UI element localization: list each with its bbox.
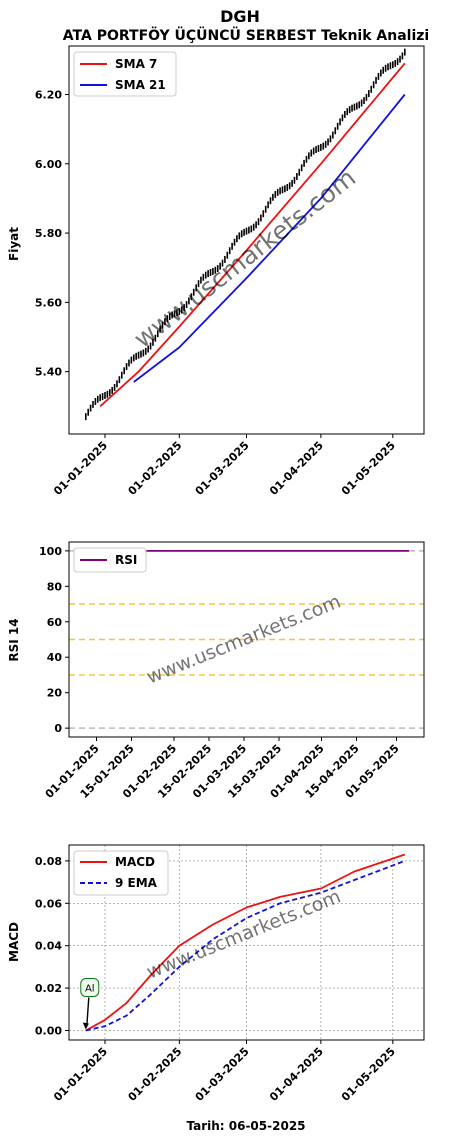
price-ytick-label-2: 5.80	[35, 227, 62, 240]
buy-annotation-arrow	[86, 997, 90, 1027]
buy-annotation-arrowhead	[82, 1022, 89, 1030]
price-xtick-label-1: 01-02-2025	[126, 439, 185, 498]
price-xtick-label-0: 01-01-2025	[51, 439, 110, 498]
price-series-sma-21	[133, 93, 406, 383]
price-xtick-label-4: 01-05-2025	[339, 439, 398, 498]
price-y-label: Fiyat	[7, 227, 21, 261]
price-ytick-label-0: 5.40	[35, 366, 62, 379]
macd-legend-label: MACD	[115, 855, 155, 869]
macd-ytick-label-1: 0.02	[35, 982, 62, 995]
price-ytick-label-3: 6.00	[35, 158, 62, 171]
price-panel: 5.40 5.60 5.80 6.00 6.20 01-01-2025 01-02-2025…	[7, 45, 425, 498]
figure-ticker: DGH	[220, 7, 260, 26]
macd-xtick-label-4: 01-05-2025	[339, 1045, 398, 1104]
buy-annotation-box	[80, 977, 100, 997]
macd-legend: MACD 9 EMA	[73, 850, 169, 896]
macd-xtick-label-2: 01-03-2025	[193, 1045, 252, 1104]
rsi-legend-label: RSI	[115, 553, 137, 567]
macd-watermark: www.uscmarkets.com	[144, 885, 344, 983]
price-watermark: www.uscmarkets.com	[128, 163, 361, 354]
buy-annotation-label: Al	[85, 983, 95, 994]
figure-title: ATA PORTFÖY ÜÇÜNCÜ SERBEST Teknik Analiz…	[63, 26, 429, 44]
price-ytick-label-4: 6.20	[35, 89, 62, 102]
price-xtick-label-2: 01-03-2025	[193, 439, 252, 498]
rsi-ytick-label-2: 40	[47, 651, 63, 664]
macd-panel: 0.00 0.02 0.04 0.06 0.08 01-01-2025 01-02-2025…	[7, 844, 425, 1133]
rsi-legend-box	[73, 547, 147, 573]
macd-xtick-label-3: 01-04-2025	[267, 1045, 326, 1104]
macd-series-macd	[85, 853, 406, 1032]
rsi-plot-frame	[68, 541, 425, 738]
macd-series-9-ema	[85, 860, 406, 1032]
macd-ytick-label-4: 0.08	[35, 855, 62, 868]
rsi-ytick-label-0: 0	[54, 722, 62, 735]
price-xtick-label-3: 01-04-2025	[267, 439, 326, 498]
rsi-ytick-label-3: 60	[47, 616, 63, 629]
rsi-panel: 02040608010001-01-202515-01-202501-02-20…	[7, 541, 425, 801]
rsi-ytick-label-1: 20	[47, 687, 63, 700]
price-plot-frame	[68, 45, 425, 435]
macd-ytick-label-3: 0.06	[35, 897, 62, 910]
macd-y-label: MACD	[7, 922, 21, 962]
sma21-legend-label: SMA 21	[115, 78, 166, 92]
macd-ytick-label-2: 0.04	[35, 940, 62, 953]
price-series-sma-7	[99, 62, 406, 407]
price-legend: SMA 7 SMA 21	[73, 51, 177, 97]
sma7-legend-label: SMA 7	[115, 57, 157, 71]
macd-xtick-label-0: 01-01-2025	[51, 1045, 110, 1104]
rsi-legend: RSI	[73, 547, 147, 573]
macd-ytick-label-0: 0.00	[35, 1024, 62, 1037]
macd-plot-frame	[68, 844, 425, 1041]
date-label: Tarih: 06-05-2025	[186, 1119, 305, 1133]
price-ytick-label-1: 5.60	[35, 296, 62, 309]
rsi-ytick-label-4: 80	[47, 580, 63, 593]
macd-xtick-label-1: 01-02-2025	[126, 1045, 185, 1104]
ema9-legend-label: 9 EMA	[115, 876, 158, 890]
rsi-y-label: RSI 14	[7, 618, 21, 661]
rsi-ytick-label-5: 100	[39, 545, 62, 558]
